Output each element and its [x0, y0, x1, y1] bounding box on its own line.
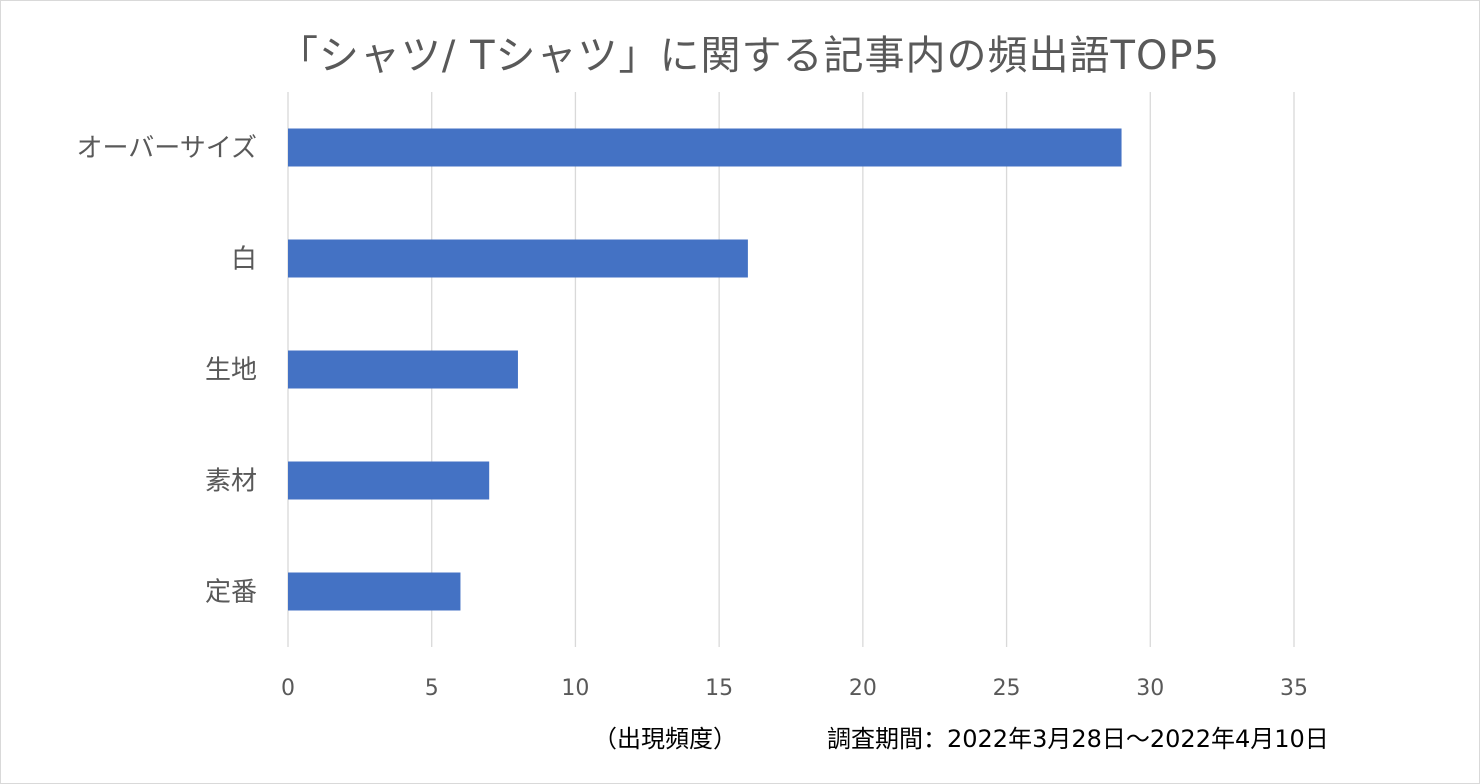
- x-tick-label: 35: [1280, 676, 1308, 701]
- bar: [288, 350, 518, 389]
- bar: [288, 128, 1122, 167]
- bar: [288, 239, 748, 278]
- survey-period-note: 調査期間：2022年3月28日～2022年4月10日: [827, 725, 1329, 753]
- category-label: 生地: [205, 356, 257, 386]
- category-label: 白: [231, 245, 257, 275]
- category-label: 定番: [205, 578, 257, 608]
- x-tick-labels: 0 5 10 15 20 25 30 35: [281, 676, 1308, 701]
- x-axis-label: （出現頻度）: [593, 725, 737, 753]
- x-tick-label: 10: [561, 676, 589, 701]
- x-tick-label: 0: [281, 676, 295, 701]
- x-tick-label: 30: [1136, 676, 1164, 701]
- x-tick-label: 15: [705, 676, 733, 701]
- bar: [288, 461, 490, 500]
- x-tick-label: 20: [849, 676, 877, 701]
- chart-title: 「シャツ/ Tシャツ」に関する記事内の頻出語TOP5: [277, 33, 1221, 79]
- category-label: 素材: [205, 467, 257, 497]
- bar: [288, 572, 461, 611]
- category-label: オーバーサイズ: [77, 134, 257, 164]
- x-tick-label: 5: [425, 676, 439, 701]
- x-tick-label: 25: [993, 676, 1021, 701]
- bars: [288, 128, 1122, 611]
